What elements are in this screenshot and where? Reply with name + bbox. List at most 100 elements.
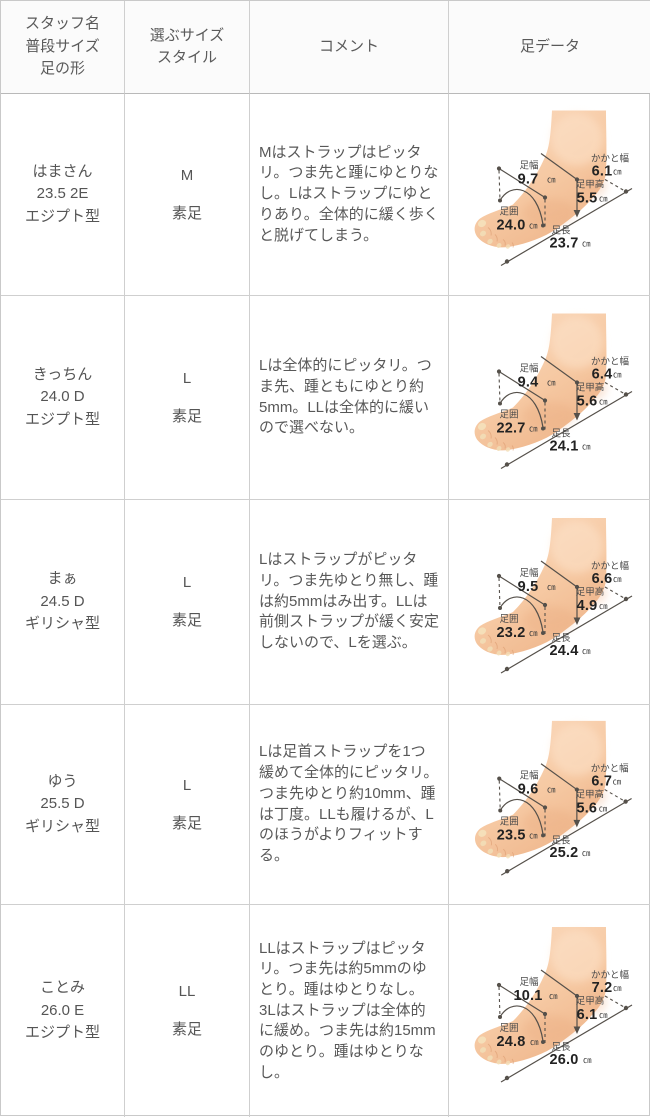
foot-length-value: 26.0 <box>549 1052 578 1068</box>
foot-length-unit: ㎝ <box>582 848 591 858</box>
foot-girth-label: 足囲 <box>500 816 519 827</box>
header-comment: コメント <box>250 1 449 94</box>
instep-height-unit: ㎝ <box>599 803 608 813</box>
style: 素足 <box>171 1021 202 1038</box>
foot-girth-value: 23.5 <box>497 827 526 843</box>
chosen-size: L <box>182 369 192 387</box>
staff-name: まぁ <box>47 570 78 588</box>
foot-girth-label: 足囲 <box>499 207 518 218</box>
header-staff: スタッフ名 普段サイズ 足の形 <box>1 1 125 94</box>
instep-height-label: 足甲高 <box>576 586 605 598</box>
header-staff-line2: 普段サイズ <box>25 37 100 55</box>
foot-width-label: 足幅 <box>520 770 539 782</box>
table-row: きっちん 24.0 D エジプト型 L 素足 Lは全体的にピッタリ。つま先、踵と… <box>1 296 650 500</box>
foot-girth-unit: ㎝ <box>529 830 538 840</box>
foot-data-cell: 足幅 9.6 ㎝ かかと幅 6.7 ㎝ 足甲高 5.6 ㎝ 足囲 23.5 ㎝ … <box>449 705 650 905</box>
header-foot-data-label: 足データ <box>519 37 580 55</box>
heel-width-value: 6.7 <box>591 774 612 790</box>
comment-cell: LLはストラップはピッタリ。つま先は約5mmのゆとり。踵はゆとりなし。3Lはスト… <box>250 905 449 1117</box>
heel-width-unit: ㎝ <box>613 370 622 380</box>
chosen-size: L <box>182 776 192 794</box>
heel-width-label: かかと幅 <box>591 153 630 165</box>
table-header-row: スタッフ名 普段サイズ 足の形 選ぶサイズ スタイル コメント 足データ <box>1 1 650 94</box>
foot-width-unit: ㎝ <box>547 785 556 795</box>
foot-width-value: 9.7 <box>518 172 539 188</box>
staff-cell: きっちん 24.0 D エジプト型 <box>1 296 125 500</box>
foot-width-value: 9.4 <box>518 375 539 391</box>
table-row: ゆう 25.5 D ギリシャ型 L 素足 Lは足首ストラップを1つ緩めて全体的に… <box>1 705 650 905</box>
foot-diagram: 足幅 9.4 ㎝ かかと幅 6.4 ㎝ 足甲高 5.6 ㎝ 足囲 22.7 ㎝ … <box>449 296 650 499</box>
instep-height-unit: ㎝ <box>599 194 608 204</box>
heel-width-value: 6.4 <box>592 367 613 383</box>
chosen-size: L <box>182 574 192 591</box>
staff-foot-type: ギリシャ型 <box>24 615 100 633</box>
foot-girth-label: 足囲 <box>499 410 518 421</box>
foot-girth-unit: ㎝ <box>529 628 538 638</box>
style: 素足 <box>171 204 202 222</box>
staff-cell: ゆう 25.5 D ギリシャ型 <box>1 705 125 905</box>
header-staff-line3: 足の形 <box>39 60 85 78</box>
instep-height-unit: ㎝ <box>599 397 608 407</box>
header-foot-data: 足データ <box>449 1 650 94</box>
foot-length-unit: ㎝ <box>582 442 591 452</box>
table-row: まぁ 24.5 D ギリシャ型 L 素足 Lはストラップがピッタリ。つま先ゆとり… <box>1 500 650 705</box>
staff-name: ゆう <box>47 772 78 790</box>
foot-data-cell: 足幅 10.1 ㎝ かかと幅 7.2 ㎝ 足甲高 6.1 ㎝ 足囲 24.8 ㎝… <box>449 905 650 1117</box>
staff-foot-type: エジプト型 <box>24 207 100 225</box>
staff-usual-size: 23.5 2E <box>36 185 89 203</box>
heel-width-value: 7.2 <box>592 980 613 996</box>
comment-text: Lはストラップがピッタリ。つま先ゆとり無し、踵は約5mmはみ出す。LLは前側スト… <box>259 551 440 652</box>
foot-length-label: 足長 <box>551 429 571 440</box>
staff-usual-size: 24.5 D <box>40 592 85 610</box>
foot-length-label: 足長 <box>551 226 571 237</box>
staff-usual-size: 25.5 D <box>40 795 85 813</box>
instep-height-label: 足甲高 <box>576 789 604 801</box>
foot-girth-unit: ㎝ <box>530 1037 539 1047</box>
foot-girth-value: 23.2 <box>496 625 525 641</box>
header-size: 選ぶサイズ スタイル <box>125 1 250 94</box>
foot-girth-label: 足囲 <box>499 614 518 625</box>
foot-width-unit: ㎝ <box>547 378 556 388</box>
size-cell: M 素足 <box>125 94 250 296</box>
comment-cell: Lは足首ストラップを1つ緩めて全体的にピッタリ。つま先ゆとり約10mm、踵は丁度… <box>250 705 449 905</box>
staff-cell: はまさん 23.5 2E エジプト型 <box>1 94 125 296</box>
instep-height-value: 6.1 <box>577 1007 598 1023</box>
heel-width-label: かかと幅 <box>591 356 630 368</box>
foot-width-unit: ㎝ <box>549 991 558 1001</box>
instep-height-label: 足甲高 <box>576 382 605 394</box>
staff-cell: まぁ 24.5 D ギリシャ型 <box>1 500 125 705</box>
staff-name: はまさん <box>32 162 93 180</box>
foot-length-unit: ㎝ <box>583 1055 592 1065</box>
foot-data-cell: 足幅 9.4 ㎝ かかと幅 6.4 ㎝ 足甲高 5.6 ㎝ 足囲 22.7 ㎝ … <box>449 296 650 500</box>
staff-usual-size: 26.0 E <box>40 1001 85 1019</box>
foot-length-label: 足長 <box>551 1042 571 1053</box>
foot-girth-label: 足囲 <box>499 1023 518 1034</box>
instep-height-unit: ㎝ <box>599 1010 608 1020</box>
chosen-size: M <box>180 166 194 184</box>
foot-girth-value: 24.0 <box>496 218 525 234</box>
instep-height-value: 5.6 <box>577 800 598 816</box>
foot-girth-unit: ㎝ <box>529 221 538 231</box>
heel-width-label: かかと幅 <box>591 969 630 981</box>
staff-usual-size: 24.0 D <box>40 388 85 406</box>
foot-length-value: 24.4 <box>549 643 578 659</box>
foot-length-label: 足長 <box>551 633 571 644</box>
foot-data-cell: 足幅 9.5 ㎝ かかと幅 6.6 ㎝ 足甲高 4.9 ㎝ 足囲 23.2 ㎝ … <box>449 500 650 705</box>
size-cell: L 素足 <box>125 296 250 500</box>
foot-length-unit: ㎝ <box>582 646 591 656</box>
heel-width-unit: ㎝ <box>613 983 622 993</box>
table-row: ことみ 26.0 E エジプト型 LL 素足 LLはストラップはピッタリ。つま先… <box>1 905 649 1117</box>
header-staff-line1: スタッフ名 <box>24 15 100 33</box>
foot-width-label: 足幅 <box>519 363 539 375</box>
comment-cell: Lは全体的にピッタリ。つま先、踵ともにゆとり約5mm。LLは全体的に緩いので選べ… <box>250 296 449 500</box>
heel-width-unit: ㎝ <box>613 574 622 584</box>
foot-length-label: 足長 <box>551 835 570 846</box>
foot-width-value: 10.1 <box>513 988 542 1004</box>
foot-length-value: 23.7 <box>549 236 578 252</box>
staff-foot-type: ギリシャ型 <box>24 817 100 835</box>
foot-girth-value: 24.8 <box>496 1034 525 1050</box>
foot-width-label: 足幅 <box>519 160 539 172</box>
style: 素足 <box>171 612 202 629</box>
foot-length-unit: ㎝ <box>582 239 591 249</box>
